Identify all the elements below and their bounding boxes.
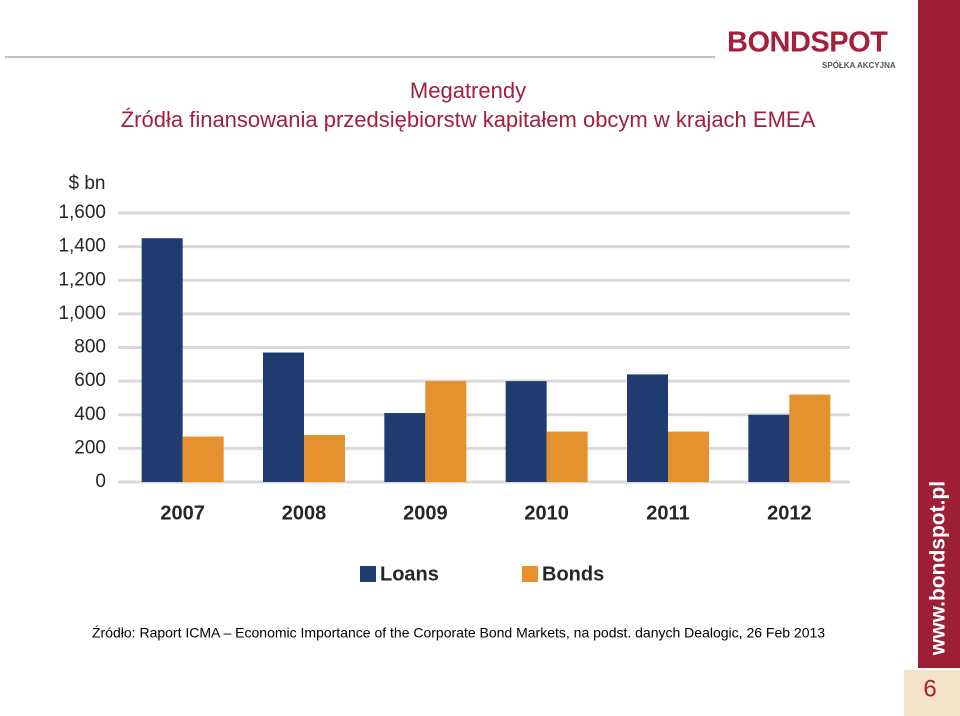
chart-title: Megatrendy	[410, 78, 526, 103]
bar	[546, 431, 588, 482]
y-tick-label: 800	[74, 337, 106, 358]
source-note: Źródło: Raport ICMA – Economic Importanc…	[92, 625, 825, 641]
y-tick-label: 1,000	[58, 303, 106, 324]
x-tick-label: 2011	[646, 502, 689, 524]
bar	[425, 381, 467, 482]
legend-swatch	[522, 566, 538, 582]
legend-label: Loans	[380, 563, 439, 585]
bar	[789, 394, 831, 482]
bar	[627, 374, 668, 482]
legend-label: Bonds	[542, 563, 604, 585]
legend-swatch	[360, 566, 376, 582]
y-tick-label: 1,200	[58, 269, 106, 290]
bar	[182, 436, 224, 482]
website: www.bondspot.pl	[927, 481, 950, 656]
x-tick-label: 2008	[282, 502, 327, 524]
bar	[668, 431, 709, 482]
logo-tagline: SPÓŁKA AKCYJNA	[822, 61, 896, 70]
bar	[304, 434, 345, 482]
x-tick-label: 2009	[403, 502, 448, 524]
y-tick-label: 200	[74, 437, 106, 458]
chart-subtitle: Źródła finansowania przedsiębiorstw kapi…	[121, 107, 816, 132]
y-tick-label: 400	[74, 404, 106, 425]
x-tick-label: 2012	[767, 502, 812, 524]
y-tick-label: 1,400	[58, 236, 106, 257]
page-number-box	[904, 670, 960, 716]
bar	[141, 238, 183, 482]
bar	[748, 414, 790, 482]
bar	[384, 413, 426, 482]
page-number: 6	[923, 675, 936, 702]
side-bar	[918, 0, 960, 668]
y-tick-label: 0	[95, 471, 106, 492]
logo: BONDSPOT	[727, 27, 888, 59]
bar	[263, 352, 304, 482]
y-axis-label: $ bn	[69, 173, 106, 194]
x-tick-label: 2007	[160, 502, 205, 524]
y-tick-label: 1,600	[58, 202, 106, 223]
x-tick-label: 2010	[524, 502, 569, 524]
y-tick-label: 600	[74, 370, 106, 391]
bar	[505, 381, 547, 482]
